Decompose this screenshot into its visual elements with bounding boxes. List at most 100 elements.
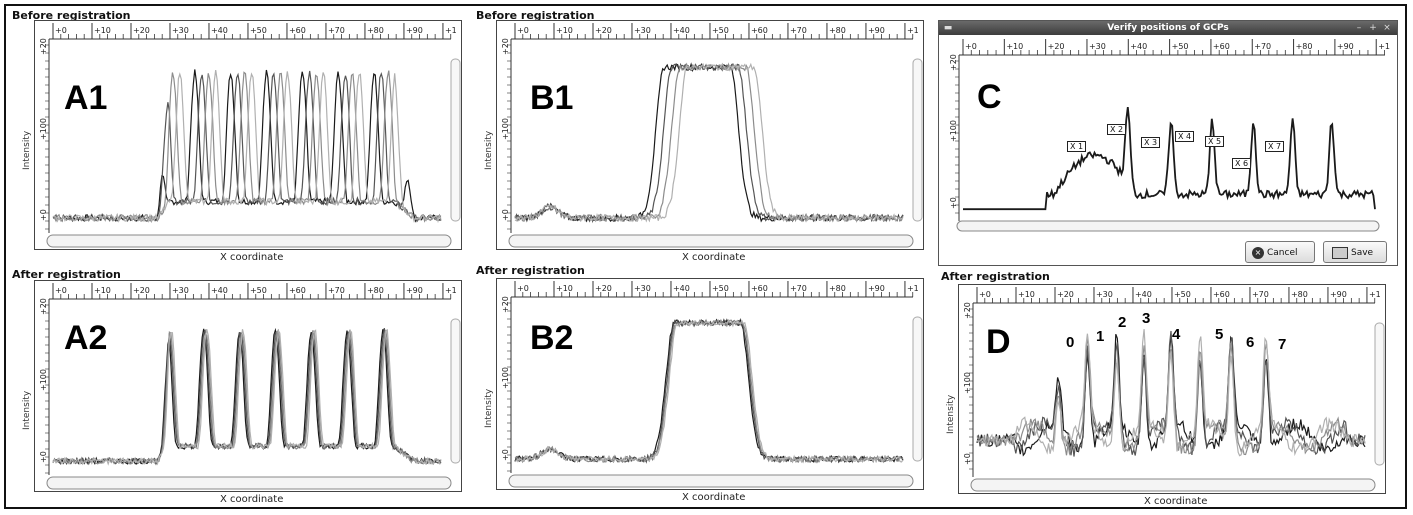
- figure-frame: [4, 4, 1407, 509]
- x-tick-label: +50: [1174, 290, 1191, 299]
- x-tick-label: +90: [406, 26, 423, 35]
- peak-label: 0: [1066, 334, 1075, 351]
- peak-label: 4: [1172, 326, 1181, 343]
- x-tick-label: +80: [1296, 42, 1313, 51]
- x-tick-label: +50: [250, 286, 267, 295]
- x-tick-label: +80: [367, 26, 384, 35]
- y-tick-label: +100: [949, 120, 958, 142]
- x-axis-label: X coordinate: [682, 252, 746, 263]
- x-axis-label: X coordinate: [1144, 496, 1208, 507]
- window-menu-icon[interactable]: ▬: [943, 23, 953, 33]
- y-ruler: +0 +100 +20: [39, 298, 50, 475]
- y-axis-label: Intensity: [484, 388, 494, 428]
- y-tick-label: +20: [501, 296, 510, 313]
- horizontal-scrollbar: [508, 234, 914, 248]
- x-tick-label: +1: [907, 26, 919, 35]
- save-button[interactable]: Save: [1323, 241, 1387, 263]
- vertical-scrollbar: [450, 318, 461, 464]
- x-ruler: +0 +10 +20 +30 +40 +50 +60 +70 +80 +90 +1: [49, 23, 457, 40]
- panel-label: C: [971, 77, 1008, 117]
- horizontal-scrollbar: [46, 476, 452, 490]
- x-tick-label: +40: [673, 284, 690, 293]
- x-tick-label: +50: [712, 284, 729, 293]
- dialog-titlebar[interactable]: Verify positions of GCPs: [939, 21, 1397, 35]
- x-axis-label: X coordinate: [220, 494, 284, 505]
- series-trace: [52, 70, 442, 224]
- panel-d: +0 +10 +20 +30 +40 +50 +60 +70 +80 +90 +1 +0 +100 +20…: [946, 284, 1386, 508]
- x-tick-label: +1: [1378, 42, 1390, 51]
- x-tick-label: +80: [367, 286, 384, 295]
- x-tick-label: +10: [1018, 290, 1035, 299]
- gcp-marker[interactable]: X 4: [1175, 131, 1195, 142]
- plot-svg: +0 +10 +20 +30 +40 +50 +60 +70 +80 +90 +1 +0 +100 +20: [963, 287, 1385, 492]
- plot-area[interactable]: +0 +10 +20 +30 +40 +50 +60 +70 +80 +90 +1 +0 +100 +20: [34, 280, 462, 492]
- plot-area[interactable]: +0 +10 +20 +30 +40 +50 +60 +70 +80 +90 +1 +0 +100 +20: [496, 20, 924, 250]
- window-maximize-icon[interactable]: +: [1369, 23, 1377, 33]
- y-tick-label: +20: [39, 38, 48, 55]
- gcp-marker[interactable]: X 7: [1265, 141, 1285, 152]
- y-ruler: +0 +100 +20: [39, 38, 50, 233]
- x-tick-label: +20: [1057, 290, 1074, 299]
- x-tick-label: +80: [1291, 290, 1308, 299]
- y-ruler: +0 +100 +20: [963, 302, 974, 477]
- x-tick-label: +20: [595, 26, 612, 35]
- x-tick-label: +40: [1130, 42, 1147, 51]
- x-tick-label: +10: [556, 26, 573, 35]
- x-tick-label: +40: [673, 26, 690, 35]
- x-ruler: +0 +10 +20 +30 +40 +50 +60 +70 +80 +90 +1: [511, 23, 919, 40]
- y-tick-label: +0: [949, 197, 958, 209]
- x-ruler: +0 +10 +20 +30 +40 +50 +60 +70 +80 +90 +1: [973, 287, 1381, 304]
- x-tick-label: +70: [1254, 42, 1271, 51]
- dialog-title: Verify positions of GCPs: [1107, 23, 1229, 33]
- y-tick-label: +0: [501, 209, 510, 221]
- plot-area[interactable]: +0 +10 +20 +30 +40 +50 +60 +70 +80 +90 +1 +0 +100 +20: [939, 37, 1397, 233]
- gcp-marker[interactable]: X 5: [1205, 136, 1225, 147]
- panel-c-dialog: Verify positions of GCPs – + × ▬ +0 +10 +2…: [938, 20, 1398, 266]
- heading-after-d: After registration: [941, 270, 1050, 283]
- x-tick-label: +60: [1213, 42, 1230, 51]
- x-tick-label: +50: [1172, 42, 1189, 51]
- gcp-marker[interactable]: X 2: [1107, 124, 1127, 135]
- x-tick-label: +90: [406, 286, 423, 295]
- y-axis-label: Intensity: [946, 394, 956, 434]
- x-tick-label: +10: [1006, 42, 1023, 51]
- x-tick-label: +70: [790, 284, 807, 293]
- x-tick-label: +30: [634, 284, 651, 293]
- panel-label: A2: [58, 318, 114, 358]
- panel-label: B2: [524, 318, 580, 358]
- peak-label: 3: [1142, 310, 1151, 327]
- panel-label: D: [980, 322, 1017, 362]
- x-tick-label: +40: [211, 26, 228, 35]
- x-tick-label: +40: [1135, 290, 1152, 299]
- heading-after-b: After registration: [476, 264, 585, 277]
- x-tick-label: +60: [289, 26, 306, 35]
- save-label: Save: [1351, 248, 1374, 258]
- peak-label: 5: [1215, 326, 1224, 343]
- gcp-marker[interactable]: X 3: [1141, 137, 1161, 148]
- x-tick-label: +10: [556, 284, 573, 293]
- y-tick-label: +0: [963, 453, 972, 465]
- cancel-button[interactable]: × Cancel: [1245, 241, 1315, 263]
- plot-area[interactable]: +0 +10 +20 +30 +40 +50 +60 +70 +80 +90 +1 +0 +100 +20: [496, 278, 924, 490]
- peak-label: 7: [1278, 336, 1287, 353]
- plot-area[interactable]: +0 +10 +20 +30 +40 +50 +60 +70 +80 +90 +1 +0 +100 +20: [34, 20, 462, 250]
- window-close-icon[interactable]: ×: [1383, 23, 1391, 33]
- x-ruler: +0 +10 +20 +30 +40 +50 +60 +70 +80 +90 +1: [49, 283, 457, 300]
- peak-label: 6: [1246, 334, 1255, 351]
- x-tick-label: +1: [1369, 290, 1381, 299]
- y-tick-label: +100: [501, 118, 510, 140]
- panel-a1: +0 +10 +20 +30 +40 +50 +60 +70 +80 +90 +1 +0 +100 +20…: [22, 20, 462, 268]
- x-tick-label: +10: [94, 286, 111, 295]
- series-trace: [963, 106, 1376, 211]
- heading-after-a: After registration: [12, 268, 121, 281]
- x-tick-label: +30: [172, 26, 189, 35]
- gcp-marker[interactable]: X 6: [1232, 158, 1252, 169]
- x-tick-label: +20: [133, 286, 150, 295]
- x-ruler: +0 +10 +20 +30 +40 +50 +60 +70 +80 +90 +1: [959, 39, 1390, 56]
- gcp-marker[interactable]: X 1: [1067, 141, 1087, 152]
- y-tick-label: +100: [39, 118, 48, 140]
- window-minimize-icon[interactable]: –: [1356, 23, 1362, 33]
- x-tick-label: +60: [289, 286, 306, 295]
- x-tick-label: +0: [965, 42, 977, 51]
- plot-area[interactable]: +0 +10 +20 +30 +40 +50 +60 +70 +80 +90 +1 +0 +100 +20: [958, 284, 1386, 494]
